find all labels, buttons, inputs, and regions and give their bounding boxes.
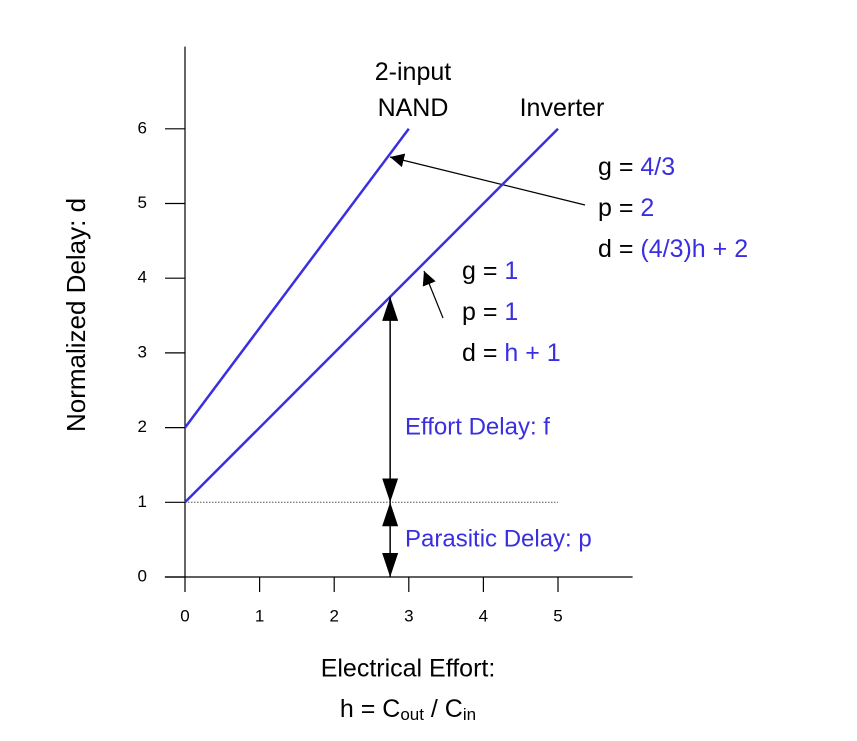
- formula-text: / C: [424, 695, 463, 723]
- equation-label: g =: [462, 257, 504, 285]
- series-line: [184, 127, 559, 504]
- pointer: [422, 270, 444, 319]
- x-tick-label: 5: [553, 606, 562, 625]
- equation-value: 4/3: [640, 153, 675, 181]
- delay-label: Parasitic Delay: p: [405, 525, 592, 552]
- equation: g = 1: [462, 257, 518, 285]
- series-label: 2-input NAND: [374, 58, 452, 122]
- equation: g = 4/3: [598, 153, 675, 181]
- equation: d = h + 1: [462, 339, 561, 367]
- series-line: [183, 128, 410, 429]
- y-tick-label: 4: [138, 268, 147, 287]
- x-tick-label: 3: [404, 606, 413, 625]
- subscript: in: [463, 705, 476, 724]
- x-tick-label: 4: [479, 606, 488, 625]
- y-tick-label: 2: [138, 417, 147, 436]
- equation-value: (4/3)h + 2: [640, 235, 748, 263]
- x-axis-title: Electrical Effort:: [321, 655, 496, 683]
- equation: d = (4/3)h + 2: [598, 235, 748, 263]
- equation-label: p =: [598, 194, 640, 222]
- equation-value: 1: [504, 298, 518, 326]
- y-tick-label: 5: [138, 193, 147, 212]
- y-tick-label: 6: [138, 118, 147, 137]
- equation-label: g =: [598, 153, 640, 181]
- y-tick-label: 0: [138, 566, 147, 585]
- y-tick-label: 1: [138, 492, 147, 511]
- delay-label: Effort Delay: f: [405, 413, 550, 440]
- formula-text: h = C: [340, 695, 400, 723]
- equation: p = 2: [598, 194, 654, 222]
- series-label: Inverter: [519, 94, 605, 122]
- x-tick-label: 1: [255, 606, 264, 625]
- y-tick-label: 3: [138, 342, 147, 361]
- equation-value: h + 1: [504, 339, 560, 367]
- subscript: out: [400, 705, 424, 724]
- x-axis-formula: h = Cout / Cin: [340, 695, 476, 725]
- equation-label: p =: [462, 298, 504, 326]
- equation-value: 1: [504, 257, 518, 285]
- pointer: [389, 153, 586, 206]
- equation-label: d =: [462, 339, 504, 367]
- x-tick-label: 2: [329, 606, 338, 625]
- y-axis-title: Normalized Delay: d: [61, 198, 91, 432]
- x-tick-label: 0: [180, 606, 189, 625]
- equation-label: d =: [598, 235, 640, 263]
- equation-value: 2: [640, 194, 654, 222]
- equation: p = 1: [462, 298, 518, 326]
